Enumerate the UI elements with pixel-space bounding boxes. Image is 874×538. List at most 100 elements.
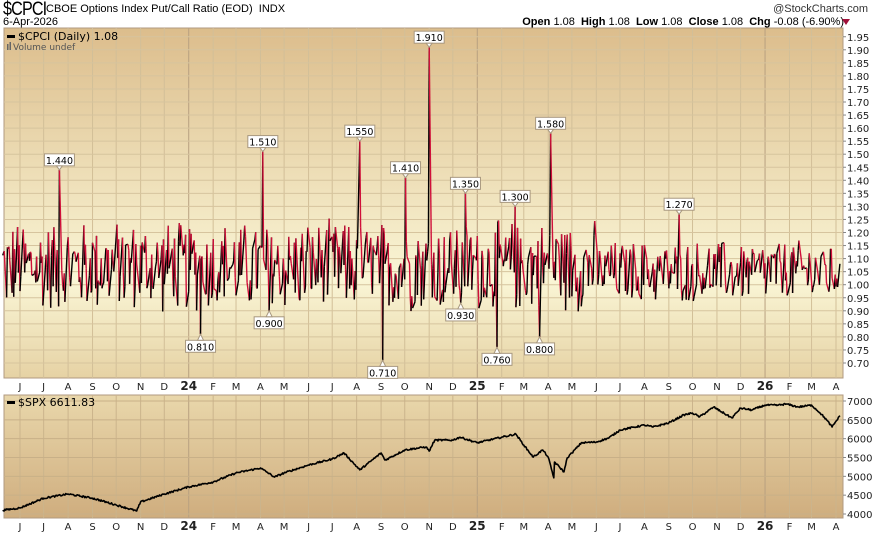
cpci-line-segment: [216, 280, 219, 301]
annotation-label: 0.710: [369, 368, 396, 379]
cpci-line-segment: [448, 240, 451, 273]
cpci-line-segment: [73, 251, 76, 255]
cpci-line-segment: [574, 254, 577, 292]
low-value: 1.08: [661, 16, 683, 28]
cpci-line-segment: [680, 258, 683, 291]
cpci-line-segment: [765, 256, 769, 294]
cpci-line-segment: [405, 241, 408, 257]
cpci-line-segment: [102, 248, 107, 284]
cpci-line-segment: [152, 266, 157, 289]
cpci-line-segment: [480, 250, 483, 301]
cpci-line-segment: [102, 283, 105, 285]
spx-legend: $SPX 6611.83: [7, 396, 95, 409]
cpci-line-segment: [693, 284, 698, 297]
cpci-line-segment: [394, 273, 397, 276]
cpci-line-segment: [522, 269, 527, 291]
x-tick-label: A: [257, 382, 264, 393]
x-tick-label: J: [306, 522, 310, 533]
annotation-pointer: [355, 136, 364, 142]
x-tick-label: A: [353, 522, 360, 533]
x-tick-label: M: [568, 522, 577, 533]
cpci-line-segment: [406, 256, 411, 264]
cpci-line-segment: [592, 235, 595, 279]
cpci-line-segment: [465, 226, 468, 237]
y-tick-label: 1.70: [847, 98, 869, 109]
cpci-line-segment: [780, 262, 783, 281]
cpci-line-segment: [538, 227, 543, 337]
cpci-line-segment: [582, 257, 585, 295]
cpci-line-segment: [649, 271, 653, 288]
x-tick-label: O: [689, 522, 697, 533]
cpci-line-segment: [144, 235, 147, 249]
cpci-line-segment: [266, 229, 269, 239]
x-tick-label: S: [666, 382, 672, 393]
cpci-line-segment: [411, 301, 416, 309]
cpci-line-segment: [779, 261, 782, 263]
x-tick-label: D: [737, 522, 745, 533]
x-tick-label: O: [112, 382, 120, 393]
cpci-line-segment: [397, 267, 400, 299]
cpci-line-segment: [724, 261, 727, 285]
cpci-line-segment: [288, 236, 291, 260]
x-tick-label: M: [807, 522, 816, 533]
cpci-line-segment: [309, 247, 312, 289]
cpci-line-segment: [42, 270, 46, 306]
x-tick-label: J: [41, 522, 45, 533]
cpci-line-segment: [360, 246, 363, 279]
cpci-line-segment: [549, 133, 554, 262]
cpci-line-segment: [284, 270, 287, 306]
cpci-line-segment: [72, 252, 75, 255]
annotation-label: 1.510: [249, 138, 276, 149]
cpci-line-segment: [546, 253, 549, 260]
y-tick-label: 1.10: [847, 255, 869, 266]
cpci-line-segment: [383, 233, 386, 264]
cpci-line-segment: [411, 296, 414, 309]
legend-swatch: [7, 35, 15, 38]
x-tick-label: N: [137, 382, 144, 393]
annotation-label: 1.550: [346, 127, 373, 138]
annotation-callout: 0.810: [185, 333, 217, 353]
cpci-line-segment: [296, 254, 300, 299]
annotation-label: 1.270: [666, 200, 693, 211]
cpci-line-segment: [687, 247, 690, 301]
cpci-line-segment: [830, 248, 833, 279]
cpci-line-segment: [19, 276, 22, 292]
cpci-line-segment: [201, 256, 204, 283]
x-tick-label: A: [641, 522, 648, 533]
cpci-line-segment: [124, 244, 127, 287]
cpci-line-segment: [732, 277, 736, 296]
annotation-pointer: [401, 173, 410, 179]
cpci-line-segment: [224, 228, 229, 281]
cpci-line-segment: [105, 247, 108, 250]
brand-link[interactable]: @StockCharts.com: [773, 3, 868, 15]
annotation-callout: 1.350: [449, 176, 481, 195]
x-tick-label: S: [378, 382, 384, 393]
y-tick-label: 1.45: [847, 163, 869, 174]
cpci-line-segment: [2, 253, 5, 256]
cpci-line-segment: [778, 243, 781, 262]
cpci-line-segment: [195, 274, 199, 311]
x-tick-label: M: [232, 382, 241, 393]
cpci-line-segment: [333, 227, 337, 277]
exchange: INDX: [258, 3, 286, 15]
cpci-line-segment: [255, 232, 258, 288]
x-tick-label: D: [160, 382, 168, 393]
y-tick-label: 1.35: [847, 189, 869, 200]
spx-line: [2, 402, 841, 512]
symbol-title: $CPCI: [3, 0, 47, 20]
cpci-line-segment: [84, 244, 87, 269]
cpci-line-segment: [635, 269, 638, 291]
cpci-line-segment: [245, 258, 248, 283]
cpci-line-segment: [278, 276, 281, 295]
x-tick-label: 26: [757, 379, 774, 393]
cpci-line-segment: [706, 256, 709, 266]
cpci-line-segment: [91, 242, 94, 291]
cpci-line-segment: [45, 254, 48, 268]
cpci-line-segment: [817, 272, 820, 281]
x-tick-label: J: [41, 382, 45, 393]
cpci-line-segment: [532, 256, 535, 276]
annotation-callout: 1.270: [663, 197, 695, 216]
cpci-line-segment: [659, 255, 662, 263]
annotation-callout: 1.910: [413, 30, 445, 49]
y-tick-label: 1.55: [847, 137, 869, 148]
